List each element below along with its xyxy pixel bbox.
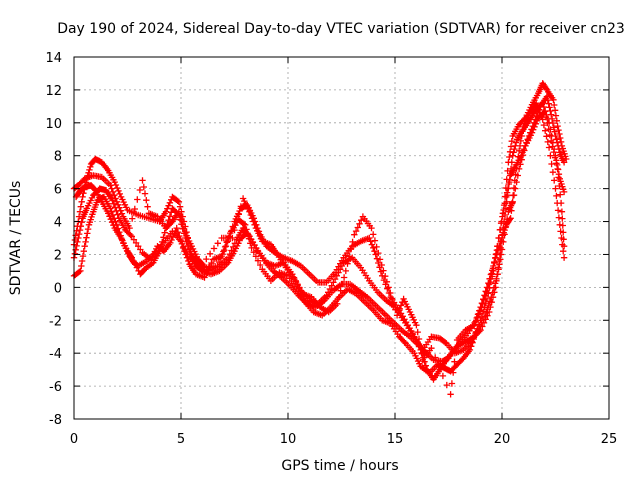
series-track-c xyxy=(72,99,568,383)
series-track-a xyxy=(70,99,568,365)
y-tick-label: -2 xyxy=(49,314,62,329)
x-tick-labels: 0 5 10 15 20 25 xyxy=(70,432,617,447)
y-tick-label: -4 xyxy=(49,347,62,362)
x-tick-label: 0 xyxy=(70,432,78,447)
series-track-d xyxy=(70,108,568,377)
y-tick-label: 6 xyxy=(54,183,62,198)
y-tick-label: 0 xyxy=(54,281,62,296)
axis-ticks xyxy=(73,56,610,420)
x-tick-label: 15 xyxy=(387,432,404,447)
y-axis-label: SDTVAR / TECUs xyxy=(8,181,24,296)
x-tick-label: 25 xyxy=(601,432,618,447)
y-tick-label: -6 xyxy=(49,380,62,395)
x-tick-label: 20 xyxy=(494,432,511,447)
y-tick-label: -8 xyxy=(49,413,62,428)
y-tick-label: 8 xyxy=(54,150,62,165)
x-axis-label: GPS time / hours xyxy=(281,458,398,474)
y-tick-label: 14 xyxy=(45,51,62,66)
y-tick-label: 12 xyxy=(45,84,62,99)
y-tick-label: 4 xyxy=(54,216,62,231)
point-markers xyxy=(70,99,568,365)
point-markers xyxy=(70,108,568,377)
y-tick-label: 10 xyxy=(45,117,62,132)
plot-frame xyxy=(73,56,610,420)
data-marks xyxy=(70,80,570,398)
y-tick-label: 2 xyxy=(54,248,62,263)
chart-title: Day 190 of 2024, Sidereal Day-to-day VTE… xyxy=(57,21,625,37)
x-tick-label: 10 xyxy=(280,432,297,447)
y-tick-labels: -8 -6 -4 -2 0 2 4 6 8 10 12 14 xyxy=(45,51,62,428)
x-tick-label: 5 xyxy=(177,432,185,447)
point-markers xyxy=(72,99,568,383)
point-markers xyxy=(70,80,570,398)
series-track-e xyxy=(70,80,570,398)
